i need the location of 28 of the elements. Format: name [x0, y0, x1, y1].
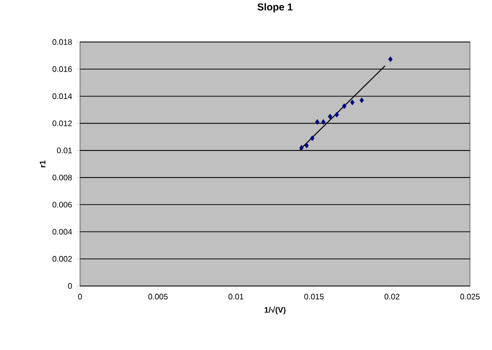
x-tick-label: 0.02 — [384, 294, 400, 300]
x-tick-label: 0 — [78, 294, 82, 300]
x-tick-label: 0.015 — [304, 294, 324, 300]
point — [304, 142, 309, 148]
point — [315, 119, 320, 125]
x-tick-label: 0.025 — [460, 294, 480, 300]
x-axis-title: 1/√(V) — [264, 306, 286, 314]
y-tick-label: 0.008 — [52, 174, 72, 180]
point — [321, 119, 326, 125]
point — [342, 103, 346, 109]
x-tick-label: 0.005 — [148, 294, 168, 300]
y-tick-label: 0.002 — [52, 256, 72, 262]
point — [350, 100, 355, 106]
point — [299, 144, 304, 151]
point — [334, 112, 339, 118]
x-tick-label: 0.01 — [228, 294, 244, 300]
point — [388, 56, 393, 62]
y-tick-label: 0.018 — [52, 39, 72, 45]
chart-title: Slope 1 — [258, 3, 293, 12]
y-tick-label: 0 — [68, 283, 72, 289]
y-tick-label: 0.006 — [52, 202, 72, 208]
y-axis-title: r1 — [40, 160, 46, 168]
y-tick-label: 0.016 — [52, 66, 72, 72]
y-tick-label: 0.012 — [52, 120, 72, 126]
y-tick-label: 0.004 — [52, 228, 72, 235]
y-tick-label: 0.01 — [56, 148, 72, 154]
point — [328, 114, 332, 120]
y-tick-label: 0.014 — [52, 93, 72, 100]
